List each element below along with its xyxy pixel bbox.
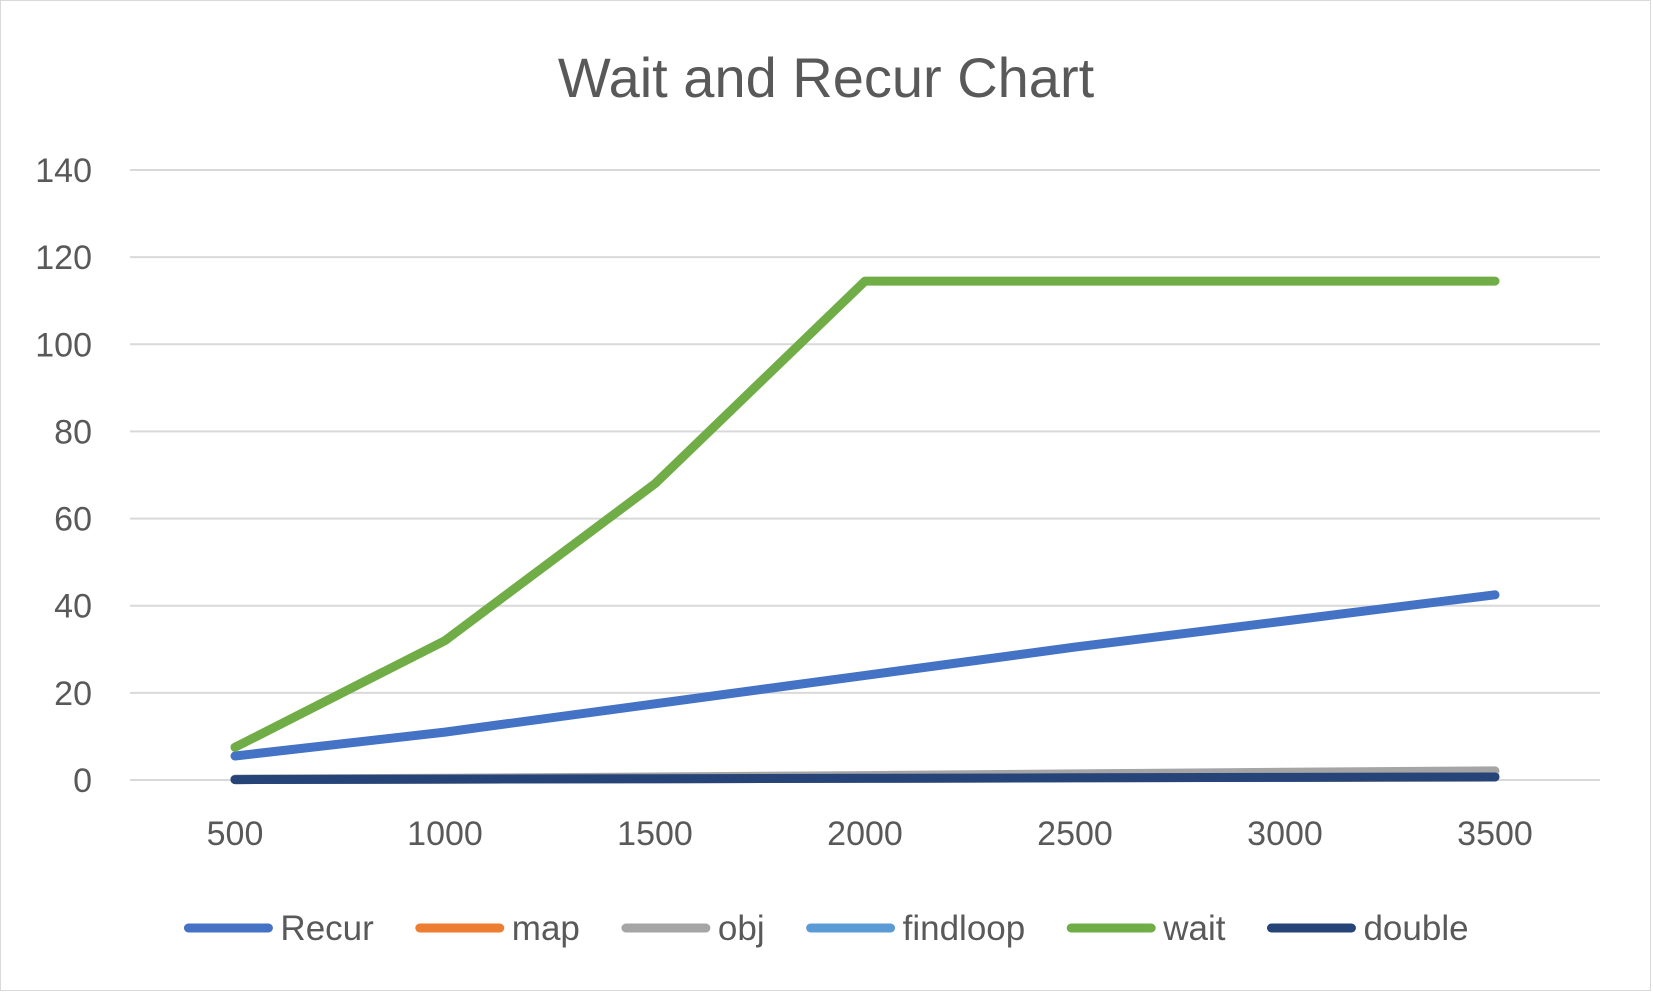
- x-tick-label: 2000: [827, 815, 903, 853]
- chart-title: Wait and Recur Chart: [558, 46, 1095, 109]
- x-tick-label: 1500: [617, 815, 693, 853]
- series-line-Recur: [230, 590, 1500, 761]
- legend-label: double: [1363, 909, 1468, 948]
- legend-item-Recur: Recur: [183, 909, 374, 948]
- legend-item-wait: wait: [1066, 909, 1226, 948]
- legend-label: findloop: [903, 909, 1026, 948]
- y-tick-label: 60: [54, 501, 92, 539]
- legend-label: wait: [1162, 909, 1226, 948]
- x-tick-label: 3000: [1247, 815, 1323, 853]
- legend-item-double: double: [1266, 909, 1469, 948]
- y-axis-ticks: 0 20 40 60 80 100 120 140: [35, 152, 92, 800]
- series-lines: [230, 276, 1500, 785]
- legend-item-findloop: findloop: [806, 909, 1026, 948]
- legend-label: map: [512, 909, 580, 948]
- legend-item-map: map: [415, 909, 580, 948]
- x-tick-label: 3500: [1457, 815, 1533, 853]
- y-tick-label: 0: [73, 762, 92, 800]
- y-tick-label: 40: [54, 588, 92, 626]
- legend-item-obj: obj: [621, 909, 765, 948]
- x-axis-ticks: 500 1000 1500 2000 2500 3000 3500: [207, 815, 1533, 853]
- y-tick-label: 80: [54, 413, 92, 451]
- x-tick-label: 2500: [1037, 815, 1113, 853]
- y-tick-label: 20: [54, 675, 92, 713]
- legend-label: obj: [718, 909, 765, 948]
- series-line-double: [230, 772, 1500, 785]
- y-tick-label: 100: [35, 326, 92, 364]
- x-tick-label: 1000: [407, 815, 483, 853]
- legend: Recur map obj findloop wait double: [183, 909, 1469, 948]
- x-tick-label: 500: [207, 815, 264, 853]
- series-line-wait: [230, 276, 1500, 752]
- legend-label: Recur: [280, 909, 374, 948]
- y-tick-label: 120: [35, 239, 92, 277]
- y-tick-label: 140: [35, 152, 92, 190]
